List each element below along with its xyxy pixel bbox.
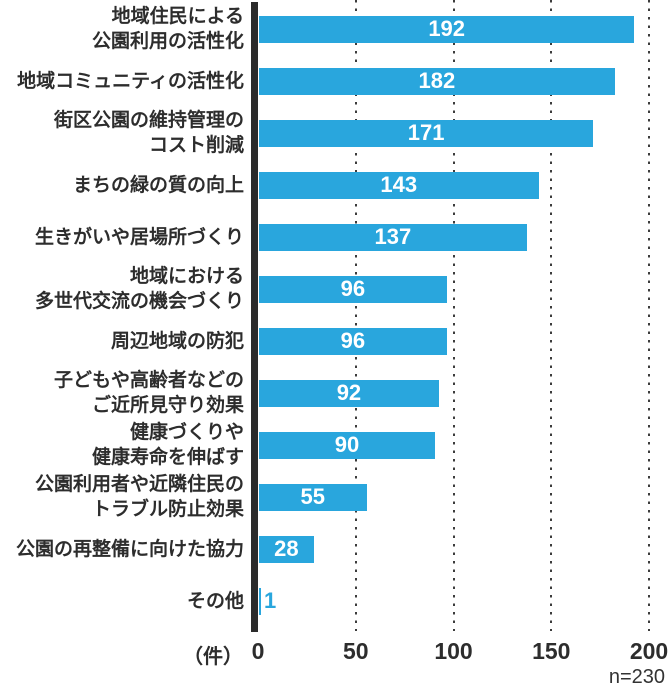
category-label: 公園の再整備に向けた協力 <box>15 538 244 560</box>
y-axis-line <box>251 2 258 632</box>
value-label: 171 <box>407 120 445 145</box>
sample-size-note: n=230 <box>608 666 665 688</box>
gridline <box>452 0 455 631</box>
x-tick-label: 150 <box>532 638 571 664</box>
value-label: 143 <box>380 172 418 197</box>
x-tick-label: 200 <box>629 638 669 664</box>
category-label: 周辺地域の防犯 <box>110 330 244 352</box>
category-label: 公園利用者や近隣住民の トラブル防止効果 <box>34 474 244 520</box>
value-label: 55 <box>300 484 325 509</box>
bar: 96 <box>259 327 447 355</box>
bar: 143 <box>259 171 539 199</box>
category-label: 子どもや高齢者などの ご近所見守り効果 <box>53 370 244 416</box>
x-tick-label: 100 <box>434 638 473 664</box>
bar: 171 <box>259 119 594 147</box>
bar-row: その他 1 <box>0 575 672 627</box>
bar: 182 <box>259 67 615 95</box>
x-tick-label: 0 <box>251 638 265 664</box>
value-label: 192 <box>428 16 466 41</box>
bar-track: 96 <box>259 327 672 355</box>
bar: 55 <box>259 483 367 511</box>
bar-row: 公園利用者や近隣住民の トラブル防止効果 55 <box>0 471 672 523</box>
bar-row: 地域住民による 公園利用の活性化 192 <box>0 3 672 55</box>
bar-rows: 地域住民による 公園利用の活性化 192 地域コミュニティの活性化 182 街区公園の維… <box>0 3 672 627</box>
category-label: 健康づくりや 健康寿命を伸ばす <box>91 422 244 468</box>
category-label: 地域住民による 公園利用の活性化 <box>91 6 244 52</box>
bar-track: 90 <box>259 431 672 459</box>
x-tick-label: 50 <box>342 638 369 664</box>
bar-row: 街区公園の維持管理の コスト削減 171 <box>0 107 672 159</box>
bar-track: 28 <box>259 535 672 563</box>
bar-track: 55 <box>259 483 672 511</box>
bar: 90 <box>259 431 435 459</box>
bar-row: まちの緑の質の向上 143 <box>0 159 672 211</box>
value-label: 96 <box>340 328 366 353</box>
value-label: 96 <box>340 276 366 301</box>
value-label: 182 <box>418 68 456 93</box>
bar: 192 <box>259 15 635 43</box>
bar-row: 健康づくりや 健康寿命を伸ばす 90 <box>0 419 672 471</box>
gridline <box>648 0 650 631</box>
gridline <box>354 0 357 631</box>
category-label: その他 <box>186 590 244 612</box>
category-label: 地域コミュニティの活性化 <box>17 70 244 92</box>
bar: 96 <box>259 275 447 303</box>
bar <box>259 587 261 615</box>
bar-row: 公園の再整備に向けた協力 28 <box>0 523 672 575</box>
bar-row: 周辺地域の防犯 96 <box>0 315 672 367</box>
bar-track: 182 <box>259 67 672 95</box>
bar-track: 143 <box>259 171 672 199</box>
gridline <box>550 0 553 631</box>
bar-track: 1 <box>259 587 672 615</box>
category-label: まちの緑の質の向上 <box>72 174 244 196</box>
bar-track: 137 <box>259 223 672 251</box>
value-label: 90 <box>334 432 360 457</box>
category-label: 地域における 多世代交流の機会づくり <box>34 266 244 312</box>
value-label: 92 <box>336 380 362 405</box>
bar-track: 192 <box>259 15 672 43</box>
bar-row: 生きがいや居場所づくり 137 <box>0 211 672 263</box>
category-label: 街区公園の維持管理の コスト削減 <box>53 110 244 156</box>
bar-track: 171 <box>259 119 672 147</box>
bar-track: 96 <box>259 275 672 303</box>
bar-row: 地域における 多世代交流の機会づくり 96 <box>0 263 672 315</box>
value-label: 28 <box>274 536 299 561</box>
axis-unit-label: （件） <box>183 646 243 668</box>
bar: 92 <box>259 379 439 407</box>
bar-row: 子どもや高齢者などの ご近所見守り効果 92 <box>0 367 672 419</box>
value-label: 137 <box>374 224 412 249</box>
bar: 28 <box>259 535 314 563</box>
category-label: 生きがいや居場所づくり <box>34 226 244 248</box>
value-label: 1 <box>264 588 277 613</box>
bar: 137 <box>259 223 527 251</box>
bar-row: 地域コミュニティの活性化 182 <box>0 55 672 107</box>
bar-track: 92 <box>259 379 672 407</box>
